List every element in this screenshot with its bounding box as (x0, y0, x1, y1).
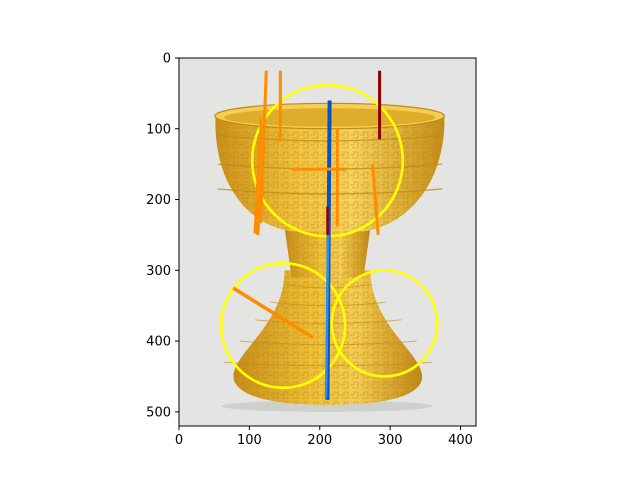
y-tick-label: 100 (146, 122, 171, 137)
y-tick-label: 200 (146, 193, 171, 208)
vessel-shadow (221, 400, 433, 412)
y-axis: 0 100 200 300 400 500 (146, 52, 179, 420)
blue-vertical-light (324, 234, 330, 398)
axes-frame (178, 57, 477, 427)
orange-diagonal (232, 286, 314, 340)
x-tick-label: 0 (175, 433, 183, 448)
y-tick-label: 300 (146, 264, 171, 279)
x-tick-label: 300 (378, 433, 403, 448)
x-tick-label: 200 (307, 433, 332, 448)
orange-c (253, 118, 263, 234)
x-tick-label: 400 (448, 433, 473, 448)
y-tick-label: 400 (146, 335, 171, 350)
y-tick-label: 500 (146, 405, 171, 420)
lower-right-circle (330, 269, 439, 378)
y-tick-label: 0 (163, 52, 171, 67)
annotation-layer (219, 70, 439, 400)
orange-f (371, 164, 380, 236)
orange-d (256, 142, 265, 236)
lower-left-circle (219, 261, 347, 390)
x-tick-label: 100 (237, 433, 262, 448)
x-axis: 0 100 200 300 400 (175, 426, 473, 448)
